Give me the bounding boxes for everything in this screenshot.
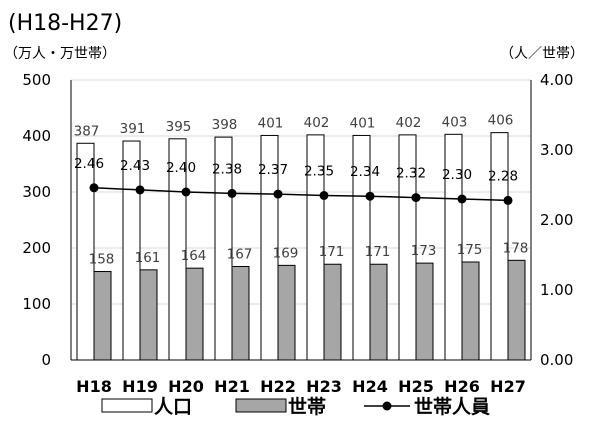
data-label-population: 402 — [304, 115, 330, 131]
legend-swatch-population — [101, 398, 153, 413]
left-tick-label: 300 — [22, 183, 51, 201]
data-label-population: 395 — [166, 119, 192, 135]
bar-population — [260, 134, 279, 361]
x-tick-label: H24 — [352, 377, 388, 396]
data-label-persons-per-household: 2.37 — [258, 162, 288, 178]
line-point — [273, 189, 283, 199]
x-tick-label: H27 — [490, 377, 526, 396]
bar-population — [352, 134, 371, 361]
x-tick-label: H19 — [122, 377, 158, 396]
legend-swatch-households — [235, 398, 287, 413]
bar-households — [415, 262, 434, 361]
left-tick-label: 200 — [22, 239, 51, 257]
data-label-households: 171 — [319, 244, 345, 260]
data-label-persons-per-household: 2.30 — [442, 167, 472, 183]
chart-title: (H18-H27) — [8, 11, 122, 36]
line-point — [135, 185, 145, 195]
line-point — [457, 194, 467, 204]
data-label-population: 403 — [442, 114, 468, 130]
tick-labels: H18 H19 H20 H21 H22 H23 H24 H25 H26 H27 0 100 200 300… — [22, 71, 573, 396]
bar-households — [185, 267, 204, 361]
right-tick-label: 3.00 — [540, 141, 573, 159]
bar-households — [323, 263, 342, 361]
right-tick-label: 0.00 — [540, 351, 573, 369]
x-tick-label: H20 — [168, 377, 204, 396]
data-label-population: 402 — [396, 115, 422, 131]
line-point — [503, 195, 513, 205]
data-label-population: 401 — [350, 115, 376, 131]
data-label-households: 178 — [503, 240, 529, 256]
bar-population — [490, 132, 509, 361]
x-tick-label: H25 — [398, 377, 434, 396]
line-series — [89, 183, 513, 205]
right-tick-label: 4.00 — [540, 71, 573, 89]
line-point — [411, 193, 421, 203]
left-tick-label: 0 — [41, 351, 51, 369]
bar-population — [76, 142, 95, 361]
right-tick-label: 1.00 — [540, 281, 573, 299]
data-label-persons-per-household: 2.32 — [396, 166, 426, 182]
left-tick-label: 400 — [22, 127, 51, 145]
data-label-population: 401 — [258, 115, 284, 131]
bar-population — [398, 134, 417, 361]
bar-households — [369, 263, 388, 361]
data-label-persons-per-household: 2.38 — [212, 161, 242, 177]
data-label-households: 173 — [411, 243, 437, 259]
line-point — [89, 183, 99, 193]
bar-population — [306, 134, 325, 361]
data-label-households: 175 — [457, 242, 483, 258]
x-tick-label: H22 — [260, 377, 296, 396]
data-label-population: 391 — [120, 121, 146, 137]
data-label-households: 167 — [227, 246, 253, 262]
left-tick-label: 500 — [22, 71, 51, 89]
legend-label-population: 人口 — [154, 396, 192, 418]
bar-households — [93, 271, 112, 361]
x-tick-label: H18 — [76, 377, 112, 396]
data-label-households: 171 — [365, 244, 391, 260]
data-label-population: 387 — [74, 123, 100, 139]
data-label-persons-per-household: 2.43 — [120, 158, 150, 174]
data-label-households: 161 — [135, 250, 161, 266]
line-point — [319, 191, 329, 200]
line-point — [227, 188, 237, 198]
data-label-population: 398 — [212, 117, 238, 133]
legend-label-persons-per-household: 世帯人員 — [414, 395, 490, 418]
data-label-persons-per-household: 2.40 — [166, 160, 196, 176]
x-tick-label: H26 — [444, 377, 480, 396]
line-point — [181, 187, 191, 197]
legend-label-households: 世帯 — [288, 395, 326, 418]
bar-households — [139, 269, 158, 361]
left-axis-unit: （万人・万世帯） — [4, 46, 116, 62]
data-label-persons-per-household: 2.46 — [74, 156, 104, 172]
data-label-households: 158 — [89, 252, 115, 268]
right-axis-unit: （人／世帯） — [500, 46, 584, 62]
bar-households — [231, 265, 250, 361]
legend-swatch-marker — [382, 401, 392, 411]
data-label-persons-per-household: 2.28 — [488, 168, 518, 184]
line-point — [365, 191, 375, 201]
x-tick-label: H23 — [306, 377, 342, 396]
bars — [76, 132, 526, 361]
bar-households — [277, 264, 296, 361]
bar-households — [507, 259, 526, 361]
bar-households — [461, 261, 480, 361]
right-tick-label: 2.00 — [540, 211, 573, 229]
data-label-households: 169 — [273, 245, 299, 261]
line-persons-per-household — [93, 187, 509, 202]
bar-population — [168, 138, 187, 361]
legend: 人口 世帯 世帯人員 — [101, 395, 490, 418]
bar-population — [444, 133, 463, 361]
data-label-population: 406 — [488, 113, 514, 129]
data-label-households: 164 — [181, 248, 207, 264]
data-label-persons-per-household: 2.35 — [304, 164, 334, 180]
x-tick-label: H21 — [214, 377, 250, 396]
left-tick-label: 100 — [22, 295, 51, 313]
data-labels: 387 158 391 161 395 164 398 167 401 169 402 171 401 1… — [74, 113, 529, 268]
bar-population — [122, 140, 141, 361]
data-label-persons-per-household: 2.34 — [350, 164, 380, 180]
